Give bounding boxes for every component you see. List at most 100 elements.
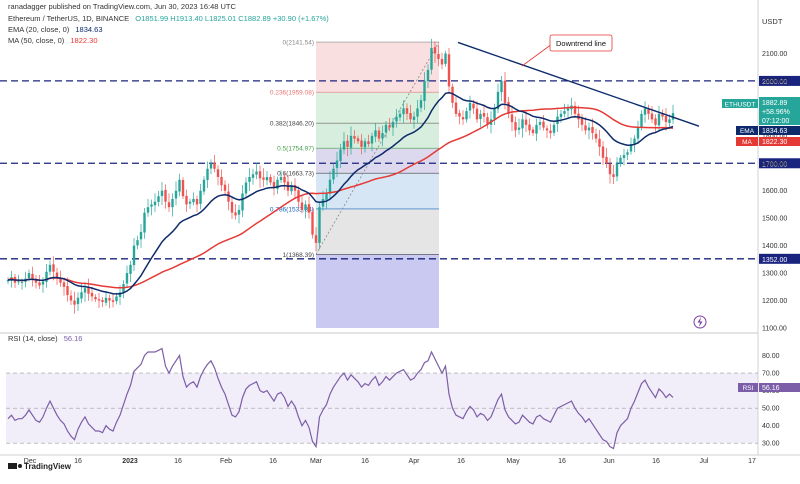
price-tick: 1800.00	[762, 133, 787, 140]
candle-body	[69, 295, 73, 301]
candle-body	[111, 300, 115, 302]
fib-zone	[316, 208, 439, 255]
candle-body	[293, 185, 297, 191]
candle-body	[454, 102, 458, 114]
fib-label: 0.5(1754.97)	[277, 146, 314, 153]
time-tick: 16	[457, 458, 465, 465]
candle-body	[559, 113, 563, 118]
fib-zone	[316, 42, 439, 93]
candle-body	[395, 116, 398, 122]
downtrend-callout: Downtrend line	[521, 34, 613, 67]
candle-body	[76, 297, 80, 305]
rsi-legend: RSI (14, close) 56.16	[8, 334, 82, 343]
candle-body	[318, 207, 321, 243]
price-tick: 1500.00	[762, 216, 787, 223]
candle-body	[398, 113, 402, 118]
price-axis-ticks: 1100.00 1200.00 1300.00 1400.00 1500.00 1600.…	[762, 51, 787, 333]
candle-body	[381, 133, 384, 139]
candle-body	[542, 121, 545, 128]
price-tick: 1600.00	[762, 188, 787, 195]
candle-body	[34, 278, 38, 283]
candle-body	[136, 240, 139, 246]
price-tag-value: 1882.89	[762, 100, 787, 107]
tradingview-logo: TradingView	[8, 462, 72, 471]
candle-body	[468, 102, 472, 111]
lightning-icon[interactable]	[693, 315, 707, 329]
candle-body	[360, 140, 363, 147]
candle-body	[402, 108, 405, 115]
candle-body	[608, 163, 612, 175]
ema-legend: EMA (20, close, 0) 1834.63	[8, 25, 103, 34]
candle-body	[209, 163, 213, 169]
candle-body	[272, 181, 276, 188]
candle-body	[465, 111, 468, 120]
candle-body	[626, 152, 629, 155]
candle-body	[104, 297, 108, 303]
ma-legend-label: MA (50, close, 0)	[8, 36, 65, 45]
candle-body	[619, 157, 622, 165]
candle-body	[605, 156, 608, 164]
level-tag	[759, 253, 800, 264]
candle-body	[227, 191, 230, 202]
candle-body	[430, 47, 433, 70]
downtrend-line	[457, 41, 700, 127]
candle-body	[384, 124, 388, 133]
level-tag-label: 2000.00	[762, 79, 787, 86]
candle-body	[612, 174, 615, 177]
candle-body	[528, 124, 531, 131]
candle-body	[412, 116, 416, 120]
candle-body	[377, 130, 381, 139]
candle-body	[265, 177, 269, 181]
candle-body	[458, 113, 461, 117]
candle-body	[545, 128, 549, 131]
candle-body	[73, 300, 76, 305]
candle-body	[475, 108, 479, 120]
candle-body	[356, 138, 360, 142]
candle-body	[304, 204, 307, 211]
candle-body	[129, 264, 132, 274]
candle-body	[563, 111, 566, 114]
rsi-tick: 30.00	[762, 441, 780, 448]
candle-body	[94, 296, 97, 300]
candle-body	[370, 135, 374, 144]
level-tag	[759, 158, 800, 169]
fib-zone	[316, 254, 439, 328]
level-tag-label: 1352.00	[762, 257, 787, 264]
time-axis-ticks: Dec 16 2023 16 Feb 16 Mar 16 Apr 16 May 16 Jun 16 Jul 1…	[24, 458, 756, 465]
fib-label: 0.786(1533.84)	[270, 206, 314, 213]
candle-body	[367, 141, 370, 145]
candle-body	[447, 54, 451, 87]
candle-body	[629, 144, 633, 152]
candle-body	[125, 273, 129, 284]
candle-body	[363, 141, 367, 148]
candle-body	[587, 127, 591, 131]
fib-label: 1(1368.39)	[283, 252, 314, 259]
candle-body	[524, 119, 528, 125]
candle-body	[164, 189, 167, 202]
time-tick: 16	[269, 458, 277, 465]
candle-body	[20, 281, 24, 283]
candle-body	[552, 124, 556, 133]
candle-body	[538, 122, 542, 125]
candle-body	[115, 296, 118, 302]
candle-body	[311, 211, 314, 235]
candle-body	[146, 207, 150, 213]
candle-body	[440, 58, 444, 65]
candle-body	[27, 273, 31, 279]
fibonacci-zones	[316, 41, 439, 328]
candle-body	[433, 47, 437, 54]
level-tag-label: 1700.00	[762, 161, 787, 168]
currency-label: USDT	[762, 17, 783, 26]
candle-body	[444, 53, 447, 64]
time-tick: Dec	[24, 458, 37, 465]
candle-body	[342, 141, 346, 150]
price-tick: 2000.00	[762, 78, 787, 85]
symbol-title: Ethereum / TetherUS, 1D, BINANCE	[8, 14, 130, 23]
candle-body	[241, 193, 244, 211]
candle-body	[332, 168, 335, 180]
candle-body	[419, 100, 423, 108]
ma-legend: MA (50, close, 0) 1822.30	[8, 36, 98, 45]
candle-body	[150, 204, 153, 207]
candle-body	[353, 136, 356, 139]
ema-value-label: 1834.63	[762, 128, 787, 135]
